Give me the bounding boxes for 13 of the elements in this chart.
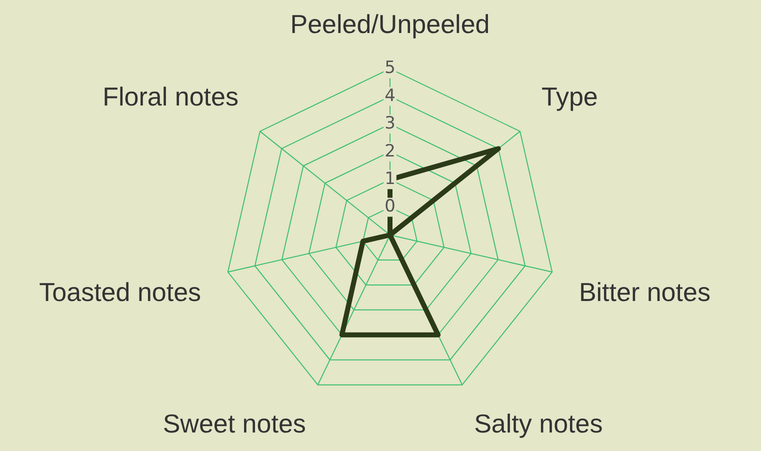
spoke-label: Peeled/Unpeeled — [290, 8, 490, 39]
spoke-label: Sweet notes — [162, 408, 306, 438]
y-tick-label: 4 — [384, 86, 396, 106]
spoke-label: Salty notes — [474, 408, 603, 438]
spoke-label: Toasted notes — [39, 276, 202, 307]
y-tick-label: 2 — [384, 141, 396, 162]
spoke-label: Bitter notes — [578, 276, 710, 307]
y-tick-label: 5 — [384, 58, 396, 78]
spoke-label: Floral notes — [102, 82, 238, 112]
y-tick-label: 3 — [384, 114, 396, 134]
y-tick-label: 1 — [384, 168, 396, 189]
y-tick-label: 0 — [384, 196, 396, 217]
spoke-label: Type — [542, 82, 598, 112]
